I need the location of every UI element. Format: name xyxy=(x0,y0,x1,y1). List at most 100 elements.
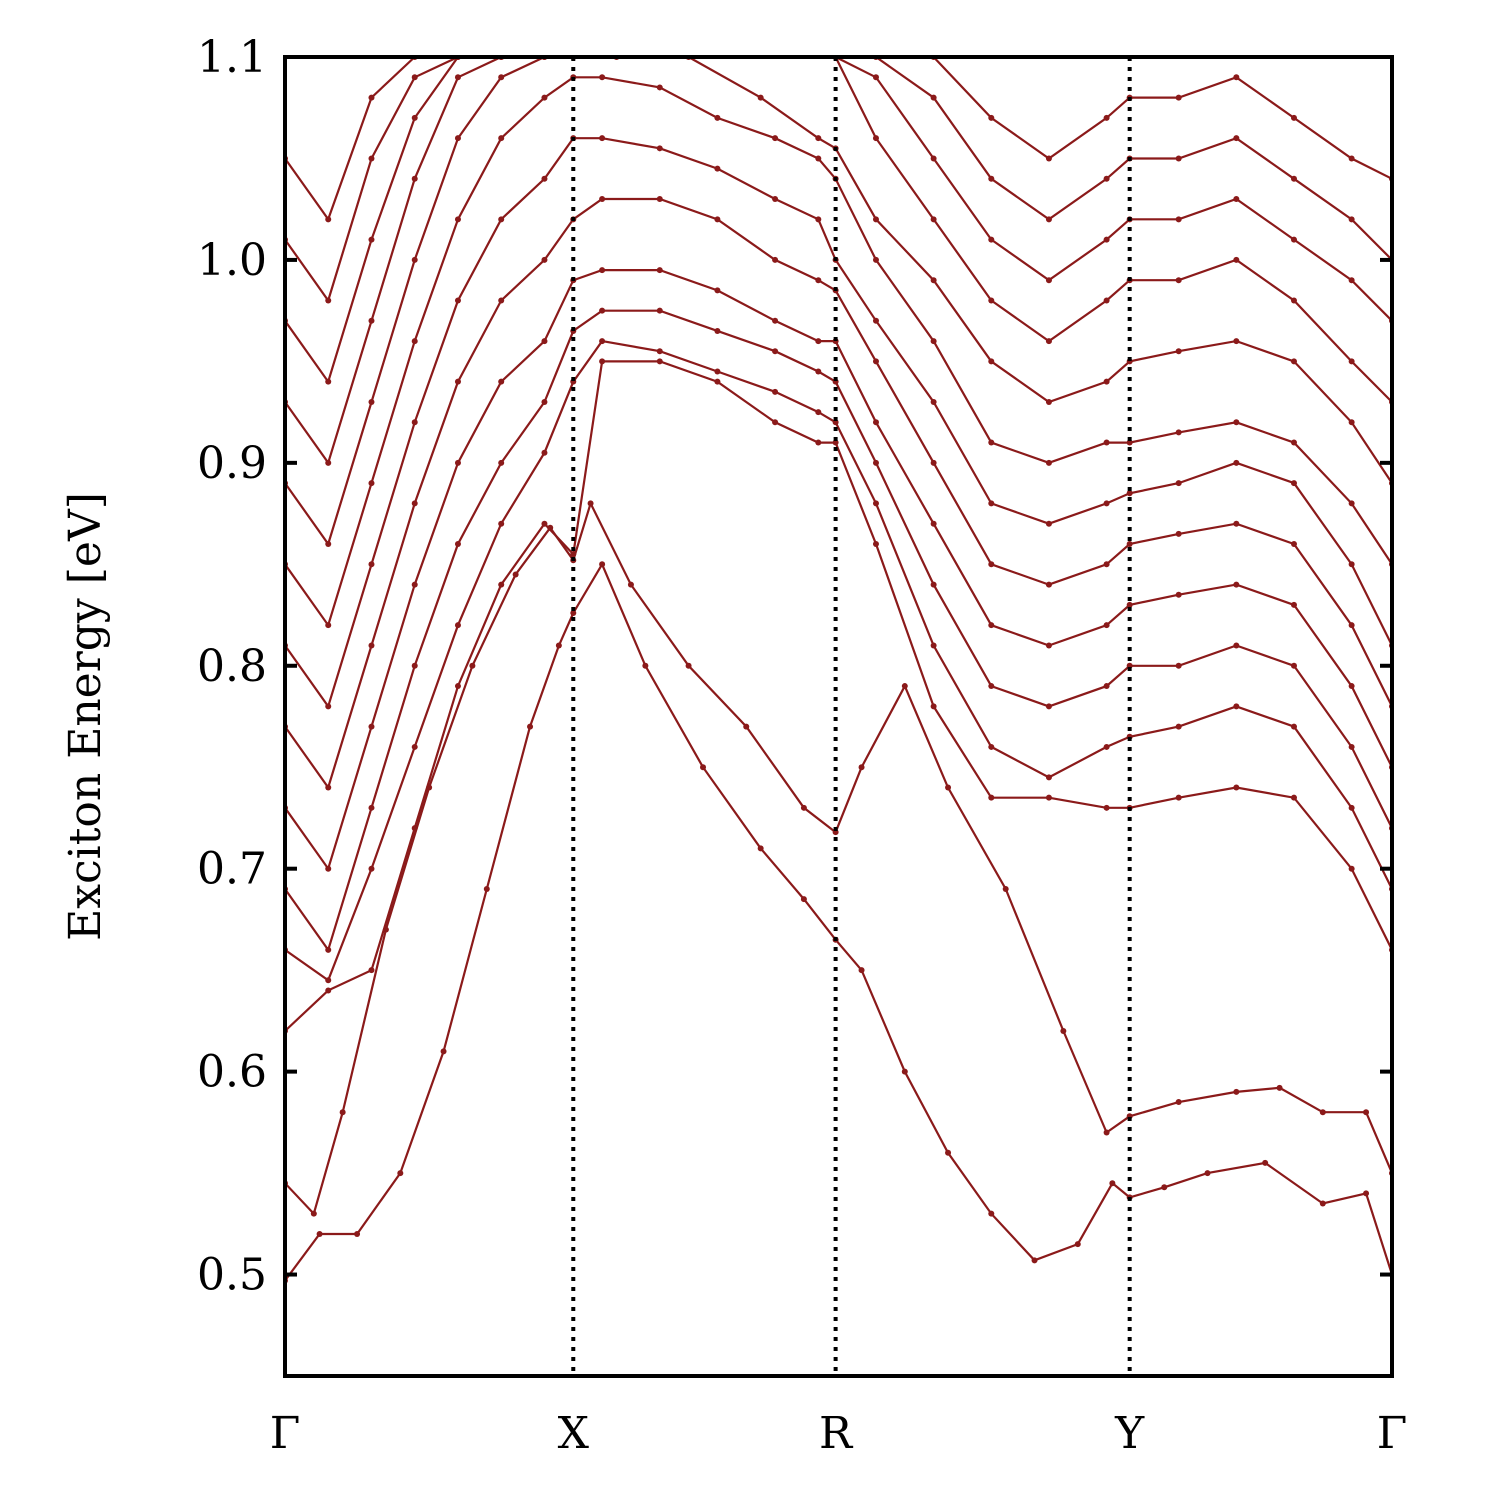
band-data-point xyxy=(1060,1028,1067,1035)
y-tick-label: 0.6 xyxy=(197,1047,267,1098)
band-data-point xyxy=(1126,601,1133,608)
band-data-point xyxy=(1348,865,1355,872)
band-series-line xyxy=(285,57,1392,303)
band-data-point xyxy=(354,1230,361,1237)
band-data-point xyxy=(772,196,779,203)
band-data-point xyxy=(541,449,548,456)
band-series-line xyxy=(285,57,1392,222)
band-data-point xyxy=(858,764,865,771)
band-data-point xyxy=(1103,683,1110,690)
band-data-point xyxy=(815,277,822,284)
band-data-point xyxy=(541,338,548,345)
band-data-point xyxy=(1233,338,1240,345)
band-data-point xyxy=(656,307,663,314)
band-data-point xyxy=(772,388,779,395)
band-data-point xyxy=(1175,216,1182,223)
band-data-point xyxy=(930,703,937,710)
band-data-point xyxy=(656,348,663,355)
band-data-point xyxy=(483,885,490,892)
band-data-point xyxy=(832,439,839,446)
band-data-point xyxy=(325,865,332,872)
band-data-point xyxy=(325,622,332,629)
band-series-line xyxy=(285,500,1392,1216)
band-series-line xyxy=(285,57,1392,385)
band-series-line xyxy=(285,360,1392,1032)
band-data-point xyxy=(1045,398,1052,405)
band-data-point xyxy=(800,896,807,903)
band-data-point xyxy=(714,368,721,375)
band-data-point xyxy=(815,216,822,223)
band-data-point xyxy=(1175,530,1182,537)
band-data-point xyxy=(1045,216,1052,223)
band-data-point xyxy=(325,977,332,984)
band-data-point xyxy=(411,419,418,426)
band-data-point xyxy=(872,358,879,365)
band-data-point xyxy=(498,216,505,223)
band-data-point xyxy=(1348,277,1355,284)
band-data-point xyxy=(1175,277,1182,284)
band-data-point xyxy=(1204,1170,1211,1177)
band-data-point xyxy=(714,114,721,121)
band-data-point xyxy=(714,287,721,294)
band-data-point xyxy=(325,784,332,791)
band-data-point xyxy=(930,277,937,284)
band-data-point xyxy=(1290,297,1297,304)
band-data-point xyxy=(1290,358,1297,365)
band-data-point xyxy=(411,114,418,121)
band-data-point xyxy=(454,622,461,629)
axis-ticks: 0.5 0.6 0.7 0.8 0.9 1.0 1.1 Γ X R Y Γ xyxy=(197,32,1407,1459)
band-data-point xyxy=(1161,1184,1168,1191)
band-data-point xyxy=(1348,622,1355,629)
band-data-point xyxy=(772,256,779,263)
band-data-point xyxy=(988,114,995,121)
band-data-point xyxy=(570,610,577,617)
band-data-point xyxy=(1103,561,1110,568)
band-data-point xyxy=(714,327,721,334)
band-data-point xyxy=(368,561,375,568)
band-data-point xyxy=(1233,1088,1240,1095)
band-data-point xyxy=(599,338,606,345)
band-data-point xyxy=(714,165,721,172)
band-data-point xyxy=(498,459,505,466)
band-data-point xyxy=(988,622,995,629)
band-data-point xyxy=(570,551,577,558)
band-data-point xyxy=(930,642,937,649)
band-data-point xyxy=(1233,459,1240,466)
band-data-point xyxy=(945,1149,952,1156)
band-data-point xyxy=(1126,541,1133,548)
band-data-point xyxy=(555,642,562,649)
band-data-point xyxy=(310,1210,317,1217)
band-data-point xyxy=(1045,703,1052,710)
band-series-line xyxy=(285,339,1392,983)
chart-series-group xyxy=(285,57,1392,1284)
band-data-point xyxy=(411,581,418,588)
band-data-point xyxy=(872,541,879,548)
band-data-point xyxy=(368,723,375,730)
plot-frame xyxy=(283,55,1394,1378)
band-data-point xyxy=(541,256,548,263)
x-kpoint-label: Γ xyxy=(270,1408,301,1459)
band-data-point xyxy=(498,378,505,385)
band-data-point xyxy=(541,520,548,527)
band-data-point xyxy=(1290,236,1297,243)
band-data-point xyxy=(1363,1190,1370,1197)
band-data-point xyxy=(325,297,332,304)
band-data-point xyxy=(1348,358,1355,365)
band-data-point xyxy=(325,541,332,548)
band-data-point xyxy=(1175,155,1182,162)
band-data-point xyxy=(930,94,937,101)
band-data-point xyxy=(930,155,937,162)
band-data-point xyxy=(1233,581,1240,588)
band-data-point xyxy=(599,196,606,203)
band-data-point xyxy=(872,135,879,142)
band-data-point xyxy=(1045,520,1052,527)
band-data-point xyxy=(368,155,375,162)
band-data-point xyxy=(1175,94,1182,101)
band-data-point xyxy=(325,459,332,466)
band-data-point xyxy=(714,216,721,223)
band-data-point xyxy=(1103,297,1110,304)
band-data-point xyxy=(541,398,548,405)
band-data-point xyxy=(988,1210,995,1217)
band-data-point xyxy=(599,561,606,568)
band-series-line xyxy=(285,269,1392,872)
